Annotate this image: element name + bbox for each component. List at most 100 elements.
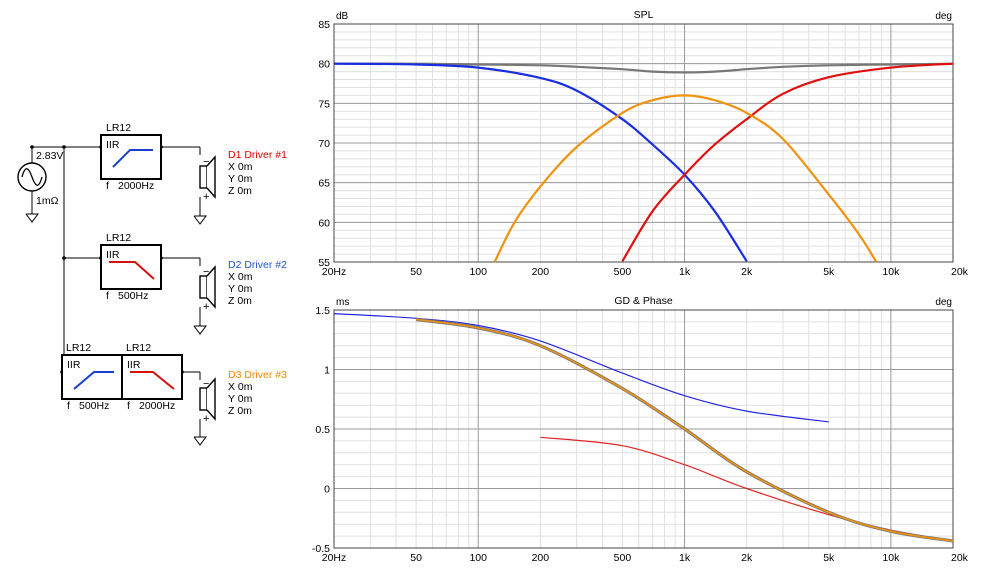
ground-symbol-source	[25, 213, 39, 223]
driver-1[interactable]: − + D1 Driver #1 X 0m Y 0m Z 0m	[199, 149, 287, 203]
spl-x-tick-label: 500	[614, 266, 632, 278]
spl-x-tick-label: 20Hz	[322, 266, 347, 278]
gd-plot-border	[333, 309, 954, 549]
gd-x-tick-label: 1k	[679, 552, 691, 564]
driver-1-z: Z 0m	[228, 185, 252, 197]
filter-3-name: LR12	[66, 342, 91, 354]
filter-block-3[interactable]: LR12 IIR f 500Hz	[61, 342, 123, 412]
ground-symbol-d1	[193, 215, 207, 225]
driver-2-label: D2 Driver #2	[228, 259, 287, 271]
sine-wave-icon	[21, 168, 43, 186]
driver-2-z: Z 0m	[228, 295, 252, 307]
spl-y-unit-label: dB	[336, 11, 349, 22]
gd-x-tick-label: 20k	[951, 552, 969, 564]
gd-y-tick-label: 0	[324, 484, 330, 496]
spl-x-tick-label: 200	[532, 266, 550, 278]
spl-x-tick-label: 20k	[951, 266, 969, 278]
spl-series-1-line	[333, 62, 954, 74]
spl-y-tick-label: 80	[318, 59, 330, 71]
filter-3-type: IIR	[67, 359, 81, 371]
driver-3[interactable]: − + D3 Driver #3 X 0m Y 0m Z 0m	[199, 369, 287, 425]
filter-3-freq: 500Hz	[79, 400, 109, 412]
gd-x-tick-label: 50	[410, 552, 422, 564]
filter-4-freq-label: f	[127, 400, 130, 412]
gd-x-tick-label: 500	[614, 552, 632, 564]
crossover-schematic: 2.83V 1mΩ LR12 IIR f 2000Hz	[17, 122, 287, 446]
spl-x-tick-label: 1k	[679, 266, 691, 278]
filter-2-name: LR12	[106, 232, 131, 244]
gd-y-tick-label: -0.5	[312, 543, 330, 555]
filter-1-type: IIR	[106, 139, 120, 151]
filter-block-1[interactable]: LR12 IIR f 2000Hz	[100, 122, 162, 192]
spl-y-tick-label: 65	[318, 178, 330, 190]
gd-x-tick-label: 5k	[823, 552, 835, 564]
spl-y-tick-label: 70	[318, 138, 330, 150]
spl-y-tick-label: 55	[318, 257, 330, 269]
driver-2-x: X 0m	[228, 271, 253, 283]
spl-y2-unit-label: deg	[935, 11, 952, 22]
lowpass-icon	[109, 261, 155, 280]
highpass-icon	[73, 371, 114, 390]
gd-plot-area	[334, 310, 953, 548]
spl-x-tick-label: 2k	[741, 266, 753, 278]
spl-plot-area	[334, 24, 953, 262]
ground-symbol-d3	[193, 436, 207, 446]
lowpass-icon	[130, 371, 175, 390]
gd-series-3-line	[415, 317, 954, 543]
driver-1-plus: +	[203, 191, 209, 203]
filter-4-freq: 2000Hz	[139, 400, 175, 412]
driver-1-minus: −	[203, 156, 209, 168]
spl-chart-title: SPL	[634, 9, 654, 21]
filter-4-type: IIR	[127, 359, 141, 371]
driver-3-plus: +	[203, 413, 209, 425]
driver-2-y: Y 0m	[228, 283, 253, 295]
filter-block-2[interactable]: LR12 IIR f 500Hz	[100, 232, 162, 302]
gd-y-unit-label: ms	[336, 297, 349, 308]
filter-4-name: LR12	[126, 342, 151, 354]
filter-1-freq: 2000Hz	[118, 180, 154, 192]
driver-1-x: X 0m	[228, 161, 253, 173]
spl-plot-border	[333, 23, 954, 263]
spl-x-tick-label: 100	[469, 266, 487, 278]
driver-3-minus: −	[203, 378, 209, 390]
gd-chart-title: GD & Phase	[614, 295, 673, 307]
driver-3-x: X 0m	[228, 381, 253, 393]
source-impedance-label: 1mΩ	[36, 195, 59, 207]
driver-2[interactable]: − + D2 Driver #2 X 0m Y 0m Z 0m	[199, 259, 287, 313]
filter-block-4[interactable]: LR12 IIR f 2000Hz	[121, 342, 183, 412]
filter-2-freq-label: f	[106, 290, 109, 302]
driver-1-y: Y 0m	[228, 173, 253, 185]
gd-x-tick-label: 20Hz	[322, 552, 347, 564]
driver-3-label: D3 Driver #3	[228, 369, 287, 381]
gd-y2-unit-label: deg	[935, 297, 952, 308]
gd-x-tick-label: 200	[532, 552, 550, 564]
gd-series-2-line	[540, 436, 954, 542]
gd-y-tick-label: 0.5	[315, 424, 330, 436]
driver-2-plus: +	[203, 301, 209, 313]
spl-x-tick-label: 50	[410, 266, 422, 278]
source-voltage-label: 2.83V	[36, 150, 63, 162]
spl-y-tick-label: 85	[318, 19, 330, 31]
driver-3-y: Y 0m	[228, 393, 253, 405]
signal-source[interactable]: 2.83V 1mΩ	[17, 150, 63, 207]
driver-3-z: Z 0m	[228, 405, 252, 417]
ground-symbol-d2	[193, 325, 207, 335]
filter-1-name: LR12	[106, 122, 131, 134]
spl-y-tick-label: 60	[318, 217, 330, 229]
gd-series-4-line	[415, 318, 954, 542]
gd-x-tick-label: 2k	[741, 552, 753, 564]
speaker-icon	[199, 165, 208, 189]
spl-series-3-line	[621, 62, 954, 262]
filter-3-freq-label: f	[67, 400, 70, 412]
gd-y-tick-label: 1	[324, 365, 330, 377]
spl-x-tick-label: 5k	[823, 266, 835, 278]
gd-series-1-line	[333, 313, 829, 423]
filter-1-freq-label: f	[106, 180, 109, 192]
wires	[25, 146, 207, 446]
gd-y-tick-label: 1.5	[315, 305, 330, 317]
highpass-icon	[112, 149, 153, 168]
spl-series-2-line	[333, 62, 748, 262]
spl-series-4-line	[493, 94, 878, 263]
speaker-icon	[199, 387, 208, 411]
